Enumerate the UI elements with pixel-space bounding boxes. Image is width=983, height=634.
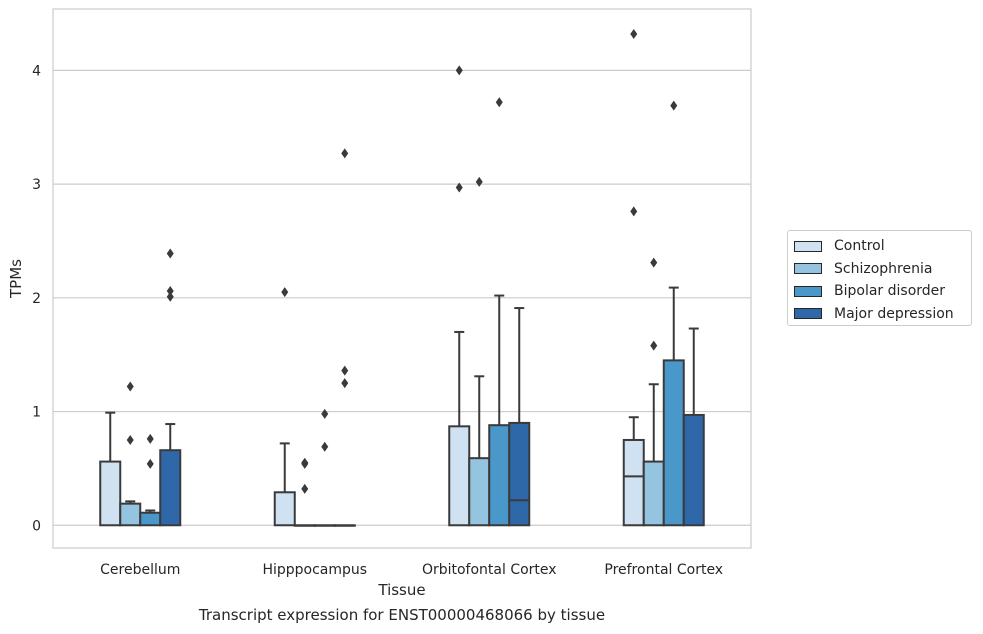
box-rect [488, 424, 511, 527]
x-tick-label: Prefrontal Cortex [604, 562, 723, 578]
outlier-marker [166, 248, 174, 259]
box-rect [273, 491, 296, 527]
y-axis-label: TPMs [7, 259, 25, 299]
legend-label: Major depression [834, 305, 954, 322]
y-tick-label: 1 [32, 405, 41, 421]
box-rect [682, 413, 705, 527]
outlier-marker [321, 408, 329, 419]
box-rect [119, 502, 142, 527]
plot-frame [52, 8, 752, 549]
outlier-marker [630, 29, 638, 40]
legend-item: Bipolar disorder [794, 280, 965, 303]
legend-item: Schizophrenia [794, 258, 965, 281]
outlier-marker [495, 97, 503, 108]
x-tick-label: Orbitofontal Cortex [422, 562, 557, 578]
box-control [99, 411, 122, 527]
x-tick-label: Hipppocampus [262, 562, 367, 578]
y-tick-label: 0 [32, 518, 41, 534]
box-schizophrenia [293, 457, 316, 527]
outlier-marker [126, 434, 134, 445]
box-rect [159, 449, 182, 527]
outlier-marker [475, 176, 483, 187]
box-control [622, 29, 645, 527]
box-bipolar-disorder [488, 97, 511, 527]
outlier-marker [341, 365, 349, 376]
boxes [99, 29, 705, 527]
legend-label: Bipolar disorder [834, 283, 946, 300]
box-rect [468, 457, 491, 527]
legend-swatch [794, 308, 822, 320]
box-rect [642, 460, 665, 527]
legend-item: Major depression [794, 303, 965, 326]
outlier-marker [146, 433, 154, 444]
outlier-marker [341, 148, 349, 159]
box-bipolar-disorder [662, 100, 685, 527]
x-axis-label: Tissue [377, 581, 425, 599]
outlier-marker [301, 457, 309, 468]
outlier-marker [455, 65, 463, 76]
box-major-depression [159, 248, 182, 527]
outlier-marker [321, 441, 329, 452]
y-axis-ticks: 0 1 2 3 4 [32, 63, 41, 534]
box-rect [293, 524, 316, 527]
y-tick-label: 2 [32, 291, 41, 307]
x-tick-label: Cerebellum [100, 562, 180, 578]
legend-swatch [794, 263, 822, 275]
box-rect [333, 524, 356, 527]
box-control [273, 287, 296, 527]
gridlines [53, 69, 751, 526]
box-major-depression [508, 307, 531, 527]
outlier-marker [166, 286, 174, 297]
outlier-marker [281, 287, 289, 298]
outlier-marker [670, 100, 678, 111]
box-control [448, 65, 471, 527]
legend-swatch [794, 285, 822, 297]
outlier-marker [630, 206, 638, 217]
outlier-marker [166, 291, 174, 302]
box-schizophrenia [468, 176, 491, 527]
outlier-marker [146, 458, 154, 469]
x-axis-ticks: Cerebellum Hipppocampus Orbitofontal Corte… [100, 562, 723, 578]
outlier-marker [650, 340, 658, 351]
box-bipolar-disorder [139, 433, 162, 527]
box-rect [508, 421, 531, 527]
outlier-marker [341, 378, 349, 389]
box-rect [99, 460, 122, 527]
box-major-depression [682, 327, 705, 527]
outlier-marker [301, 483, 309, 494]
box-major-depression [333, 148, 356, 527]
box-rect [139, 511, 162, 527]
legend-swatch [794, 240, 822, 252]
box-schizophrenia [119, 381, 142, 527]
legend-label: Control [834, 238, 885, 255]
legend: Control Schizophrenia Bipolar disorder Majo… [787, 230, 972, 326]
outlier-marker [455, 182, 463, 193]
outlier-marker [126, 381, 134, 392]
box-bipolar-disorder [313, 408, 336, 527]
box-rect [662, 359, 685, 527]
y-tick-label: 4 [32, 63, 41, 79]
legend-item: Control [794, 235, 965, 258]
legend-label: Schizophrenia [834, 260, 933, 277]
box-rect [622, 438, 645, 527]
box-rect [448, 425, 471, 527]
y-tick-label: 3 [32, 177, 41, 193]
chart-caption: Transcript expression for ENST0000046806… [198, 606, 606, 624]
outlier-marker [650, 257, 658, 268]
box-rect [313, 524, 336, 527]
